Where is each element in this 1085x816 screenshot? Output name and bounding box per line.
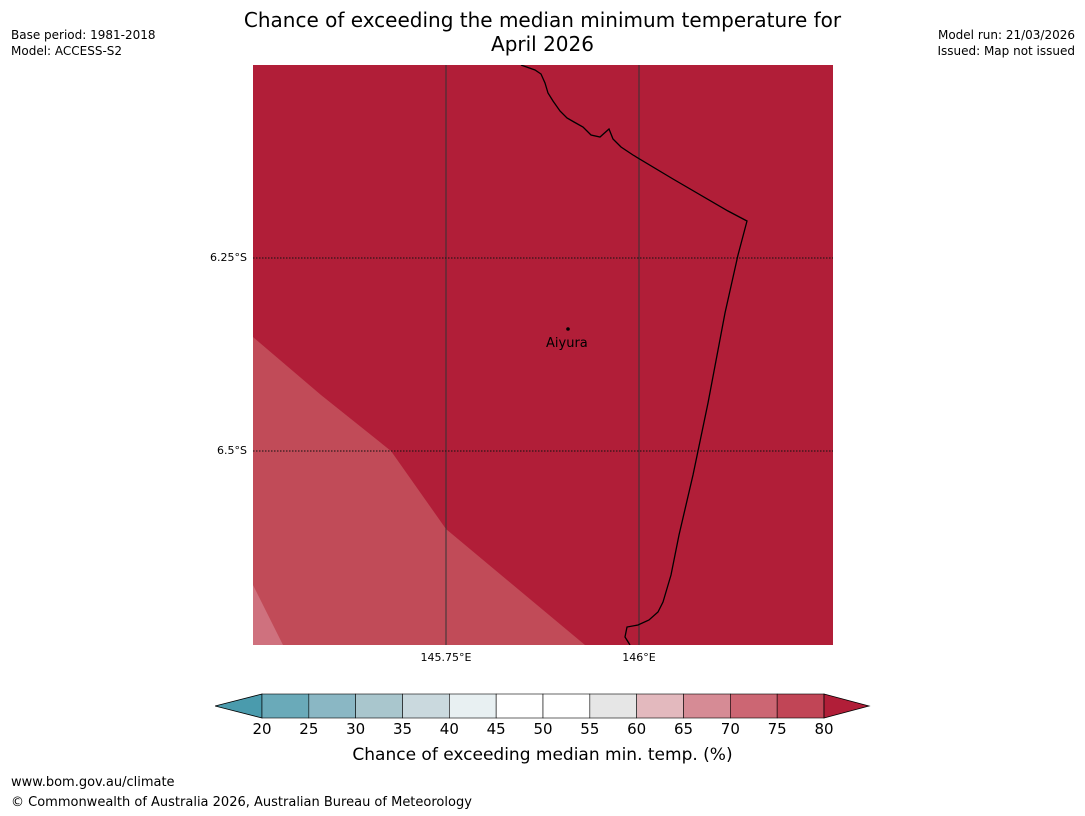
place-label-aiyura: Aiyura [546, 336, 588, 351]
footer-copyright: © Commonwealth of Australia 2026, Austra… [11, 795, 472, 810]
lat-label-6-25: 6.25°S [210, 251, 247, 264]
aiyura-marker [566, 327, 570, 331]
colorbar-tick-25: 25 [299, 720, 319, 738]
colorbar-label: Chance of exceeding median min. temp. (%… [352, 745, 733, 765]
chart-title: Chance of exceeding the median minimum t… [200, 8, 885, 56]
colorbar-cell-65-70 [683, 693, 731, 719]
forecast-map [253, 65, 833, 645]
lon-label-146: 146°E [622, 651, 656, 664]
colorbar-cell-30-35 [355, 693, 403, 719]
colorbar-cell-40-45 [449, 693, 497, 719]
colorbar-tick-30: 30 [346, 720, 366, 738]
model-run: Model run: 21/03/2026 [937, 28, 1075, 42]
colorbar-tick-65: 65 [673, 720, 694, 738]
colorbar-extend-low [215, 693, 263, 719]
title-line-1: Chance of exceeding the median minimum t… [243, 8, 842, 32]
lon-label-145-75: 145.75°E [420, 651, 472, 664]
colorbar-tick-80: 80 [814, 720, 834, 738]
colorbar-cell-20-25 [261, 693, 310, 719]
footer-url[interactable]: www.bom.gov.au/climate [11, 775, 175, 790]
colorbar-tick-70: 70 [720, 720, 740, 738]
province-border [520, 65, 748, 645]
colorbar-cell-45-50 [495, 693, 544, 719]
colorbar-tick-45: 45 [486, 720, 506, 738]
colorbar-tick-35: 35 [392, 720, 413, 738]
colorbar [215, 693, 871, 719]
colorbar-tick-75: 75 [767, 720, 787, 738]
colorbar-cell-70-75 [730, 693, 778, 719]
colorbar-tick-55: 55 [580, 720, 600, 738]
issued-status: Issued: Map not issued [937, 44, 1075, 58]
colorbar-cell-55-60 [589, 693, 637, 719]
colorbar-cell-60-65 [636, 693, 684, 719]
colorbar-tick-40: 40 [439, 720, 459, 738]
map-region-70-75 [253, 337, 585, 645]
colorbar-cells [261, 693, 825, 719]
colorbar-tick-60: 60 [627, 720, 647, 738]
colorbar-tick-50: 50 [533, 720, 553, 738]
colorbar-cell-50-55 [542, 693, 591, 719]
colorbar-cell-25-30 [308, 693, 356, 719]
meta-right: Model run: 21/03/2026 Issued: Map not is… [937, 27, 1075, 59]
meta-left: Base period: 1981-2018 Model: ACCESS-S2 [11, 27, 156, 59]
colorbar-cell-35-40 [402, 693, 450, 719]
colorbar-tick-20: 20 [252, 720, 272, 738]
base-period: Base period: 1981-2018 [11, 28, 156, 42]
colorbar-cell-75-80 [776, 693, 825, 719]
map-region-65-70 [253, 585, 283, 645]
title-line-2: April 2026 [491, 32, 594, 56]
lat-label-6-5: 6.5°S [217, 444, 247, 457]
colorbar-extend-high [823, 693, 871, 719]
model-name: Model: ACCESS-S2 [11, 44, 123, 58]
